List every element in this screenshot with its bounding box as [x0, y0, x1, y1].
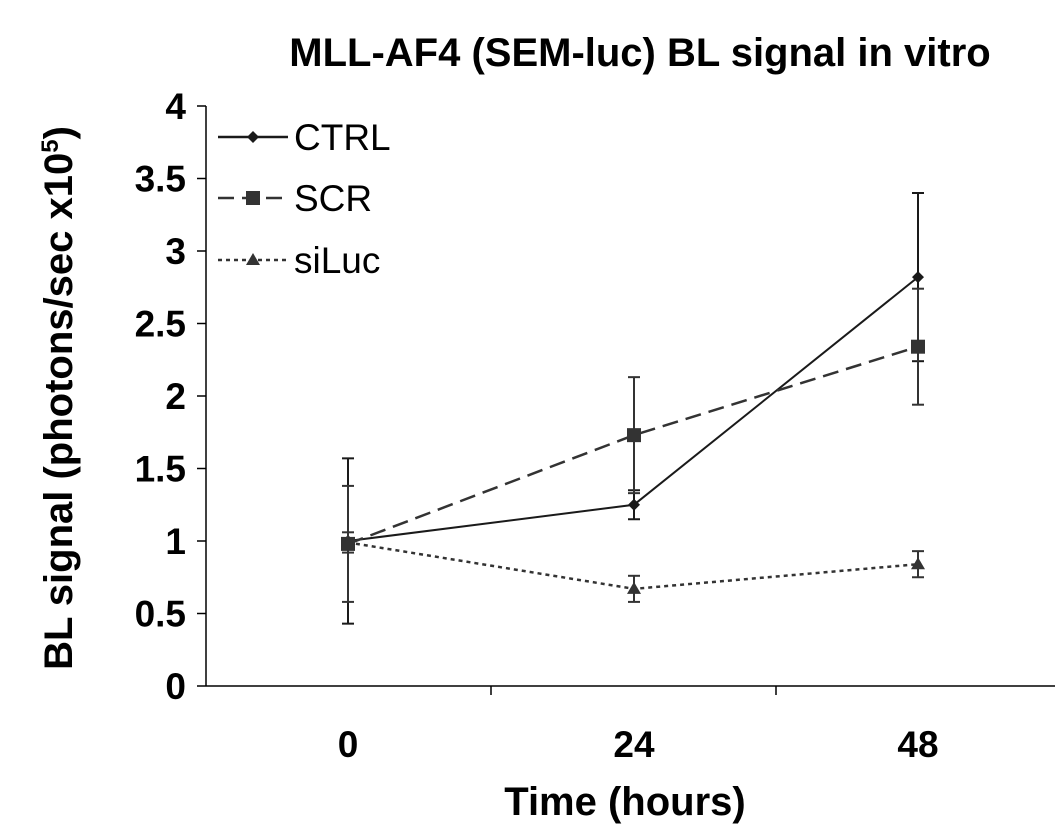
x-tick-label: 24: [613, 724, 655, 765]
y-tick-label: 2: [165, 376, 186, 417]
y-tick-label: 3.5: [135, 159, 186, 200]
legend-label: SCR: [294, 178, 372, 219]
chart-title: MLL-AF4 (SEM-luc) BL signal in vitro: [289, 31, 990, 75]
data-point: [627, 581, 641, 594]
y-tick-label: 1.5: [135, 449, 186, 490]
data-point: [341, 535, 355, 548]
legend-item-siluc: siLuc: [218, 240, 380, 281]
series-layer: [341, 192, 925, 625]
series-line: [347, 345, 919, 546]
data-point: [912, 271, 924, 284]
y-tick-label: 2.5: [135, 304, 186, 345]
legend: CTRL SCR siLuc: [218, 117, 391, 281]
data-point: [627, 428, 641, 443]
series-siluc: [341, 531, 925, 603]
legend-item-scr: SCR: [218, 178, 372, 219]
axes: 0 0.5 1 1.5 2 2.5 3 3.5 4 0 24 48: [135, 86, 1055, 765]
y-axis-label: BL signal (photons/sec x105): [37, 126, 81, 670]
y-axis-label-suffix: ): [37, 126, 81, 139]
y-tick-label: 3: [165, 231, 186, 272]
x-tick-label: 48: [897, 724, 938, 765]
x-tick-label: 0: [338, 724, 359, 765]
y-tick-label: 1: [165, 521, 186, 562]
legend-item-ctrl: CTRL: [218, 117, 391, 158]
data-point: [628, 498, 640, 511]
legend-label: siLuc: [294, 240, 380, 281]
data-point: [911, 557, 925, 570]
data-point: [911, 339, 925, 354]
x-axis-label: Time (hours): [504, 780, 746, 824]
legend-swatch-marker: [246, 253, 260, 265]
legend-swatch-marker: [246, 191, 260, 205]
y-tick-label: 0.5: [135, 594, 186, 635]
y-tick-label: 0: [165, 666, 186, 707]
y-axis-label-exponent: 5: [37, 139, 64, 152]
y-tick-label: 4: [165, 86, 186, 127]
legend-swatch-marker: [247, 131, 259, 143]
legend-label: CTRL: [294, 117, 391, 158]
y-axis-label-main: BL signal (photons/sec x10: [37, 153, 81, 670]
